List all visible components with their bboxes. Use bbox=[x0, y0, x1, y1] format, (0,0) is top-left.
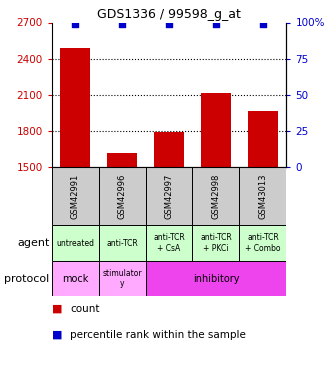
Bar bbox=[146, 225, 192, 261]
Text: GSM42998: GSM42998 bbox=[211, 174, 220, 219]
Bar bbox=[107, 153, 137, 167]
Title: GDS1336 / 99598_g_at: GDS1336 / 99598_g_at bbox=[97, 8, 241, 21]
Bar bbox=[192, 225, 239, 261]
Text: untreated: untreated bbox=[56, 238, 94, 248]
Text: GSM43013: GSM43013 bbox=[258, 174, 267, 219]
Text: stimulator
y: stimulator y bbox=[102, 269, 142, 288]
Bar bbox=[99, 225, 146, 261]
Text: count: count bbox=[70, 304, 100, 314]
Text: protocol: protocol bbox=[4, 273, 49, 284]
Text: anti-TCR: anti-TCR bbox=[106, 238, 138, 248]
Text: inhibitory: inhibitory bbox=[193, 273, 239, 284]
Bar bbox=[239, 167, 286, 225]
Point bbox=[119, 21, 125, 27]
Text: GSM42991: GSM42991 bbox=[71, 174, 80, 219]
Point bbox=[166, 21, 172, 27]
Text: mock: mock bbox=[62, 273, 88, 284]
Point bbox=[72, 21, 78, 27]
Bar bbox=[146, 261, 286, 296]
Bar bbox=[248, 111, 278, 167]
Text: anti-TCR
+ Combo: anti-TCR + Combo bbox=[245, 233, 281, 253]
Text: agent: agent bbox=[17, 238, 49, 248]
Text: percentile rank within the sample: percentile rank within the sample bbox=[70, 330, 246, 340]
Bar bbox=[52, 261, 99, 296]
Bar bbox=[154, 132, 184, 167]
Text: anti-TCR
+ PKCi: anti-TCR + PKCi bbox=[200, 233, 232, 253]
Bar bbox=[99, 167, 146, 225]
Bar bbox=[192, 167, 239, 225]
Text: ■: ■ bbox=[52, 330, 62, 340]
Bar bbox=[52, 167, 99, 225]
Text: ■: ■ bbox=[52, 304, 62, 314]
Point bbox=[260, 21, 266, 27]
Point bbox=[213, 21, 218, 27]
Text: GSM42997: GSM42997 bbox=[165, 174, 173, 219]
Text: anti-TCR
+ CsA: anti-TCR + CsA bbox=[153, 233, 185, 253]
Bar bbox=[52, 225, 99, 261]
Bar bbox=[201, 93, 231, 167]
Bar bbox=[146, 167, 192, 225]
Bar bbox=[60, 48, 90, 167]
Text: GSM42996: GSM42996 bbox=[118, 174, 127, 219]
Bar bbox=[239, 225, 286, 261]
Bar bbox=[99, 261, 146, 296]
